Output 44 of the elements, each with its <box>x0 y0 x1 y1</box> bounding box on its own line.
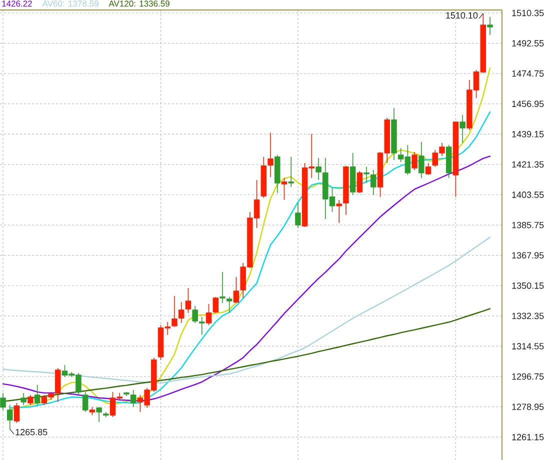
annotation: 1510.10 <box>446 12 478 19</box>
y-tick-label: 1278.95 <box>512 404 544 410</box>
candlestick <box>391 108 397 160</box>
candlestick <box>316 158 322 180</box>
text: 1426.22 <box>2 0 32 7</box>
candlestick <box>460 114 466 144</box>
y-tick-label: 1474.75 <box>512 70 544 77</box>
candlestick <box>220 272 226 304</box>
candlestick <box>96 406 102 422</box>
y-tick-label: 1492.55 <box>512 40 544 46</box>
candlestick <box>268 132 274 178</box>
candlestick <box>226 296 232 314</box>
candlestick <box>55 368 61 402</box>
text: AV60: 1378.59 <box>42 0 98 7</box>
y-tick-label: 1439.15 <box>512 130 544 138</box>
candlestick <box>0 392 6 410</box>
annotation: 1265.85 <box>16 428 48 436</box>
candlestick <box>274 154 280 194</box>
y-tick-label: 1367.95 <box>512 252 544 259</box>
candlestick <box>199 316 205 336</box>
y-tick-label: 1332.35 <box>512 312 544 320</box>
y-tick-label: 1350.15 <box>512 282 544 289</box>
candlestick <box>288 156 294 188</box>
y-tick-label: 1314.55 <box>512 343 544 350</box>
candlestick <box>370 170 376 196</box>
candlestick <box>103 412 109 418</box>
y-tick-label: 1403.55 <box>512 192 544 198</box>
y-tick-label: 1296.75 <box>512 373 544 380</box>
y-tick-label: 1510.35 <box>512 10 544 16</box>
candlestick <box>487 16 493 36</box>
candlestick <box>336 200 342 224</box>
candlestick <box>20 392 26 406</box>
text: AV120: 1336.59 <box>108 0 170 7</box>
y-tick-label: 1385.75 <box>512 222 544 228</box>
y-tick-label: 1261.15 <box>512 434 544 440</box>
candlestick <box>446 144 452 178</box>
y-tick-label: 1421.35 <box>512 161 544 168</box>
candlestick <box>178 302 184 324</box>
y-tick-label: 1456.95 <box>512 100 544 108</box>
candlestick <box>343 166 349 216</box>
candlestick <box>7 404 13 430</box>
candlestick <box>295 202 301 228</box>
candlestick <box>418 142 424 178</box>
candlestick <box>364 166 370 184</box>
